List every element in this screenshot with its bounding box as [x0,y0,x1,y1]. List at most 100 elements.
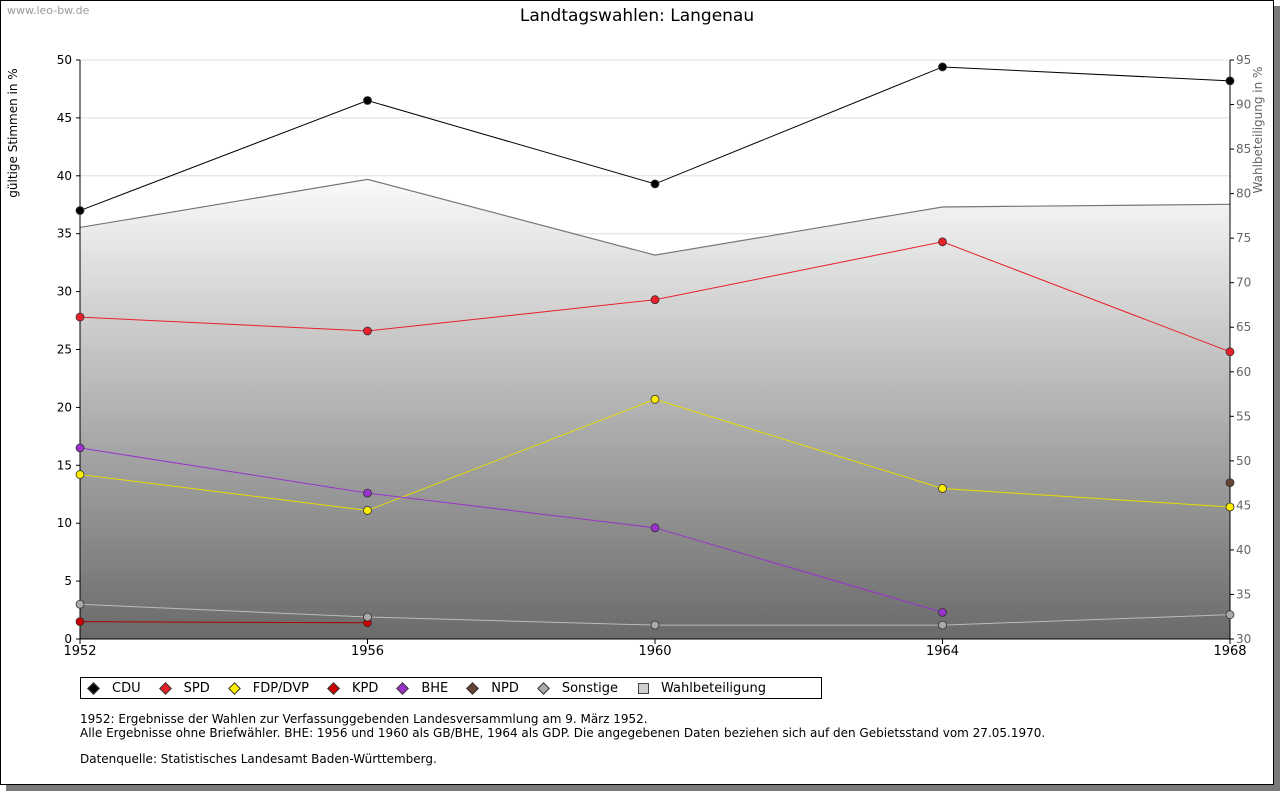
frame-shadow-right [1274,6,1280,791]
y-tick-label: 25 [57,343,72,357]
legend: CDU SPD FDP/DVP KPD BHE NPD Sonstige Wahlbeteil… [80,677,822,699]
x-tick-label: 1952 [63,644,96,659]
footnotes: 1952: Ergebnisse der Wahlen zur Verfassu… [80,712,1045,766]
y2-tick-label: 85 [1236,142,1251,156]
point-sonstige [363,612,372,622]
point-spd [75,312,85,322]
legend-item-bhe: BHE [396,680,449,696]
data-source: Datenquelle: Statistisches Landesamt Bad… [80,752,437,766]
point-cdu [938,62,947,72]
y2-axis-label: Wahlbeteiligung in % [1251,67,1265,194]
point-fdp-dvp [650,394,660,404]
y-tick-label: 0 [64,632,72,646]
y-axis-label: gültige Stimmen in % [6,68,20,197]
point-spd [363,326,372,336]
series [75,62,1235,630]
series-line-cdu [79,66,1231,212]
point-bhe [938,607,947,617]
legend-marker-kpd [327,681,340,695]
y2-tick-label: 60 [1236,365,1251,379]
y-tick-label: 15 [57,458,72,472]
chart-title: Landtagswahlen: Langenau [520,6,754,26]
legend-marker-sonstige [536,681,550,695]
point-cdu [650,179,660,189]
y2-tick-label: 35 [1236,587,1251,601]
y2-tick-label: 50 [1236,454,1251,468]
legend-item-sonstige: Sonstige [536,680,619,696]
legend-item-kpd: KPD [327,680,379,696]
series-line-bhe [79,447,943,613]
series-line-kpd [79,621,368,624]
legend-item-fdp-dvp: FDP/DVP [227,680,309,696]
y-tick-label: 10 [57,516,72,530]
y2-tick-label: 55 [1236,409,1251,423]
legend-marker-fdp-dvp [227,681,241,695]
legend-label-cdu: CDU [112,680,141,696]
legend-label-spd: SPD [183,680,210,696]
y-tick-label: 40 [57,169,72,183]
point-spd [1225,347,1235,357]
legend-label-kpd: KPD [351,680,379,696]
legend-item-spd: SPD [158,680,210,696]
point-bhe [363,488,372,498]
y-tick-label: 35 [57,227,72,241]
point-npd [1225,478,1235,488]
point-fdp-dvp [75,470,85,479]
point-cdu [363,96,372,105]
turnout-area [79,178,1231,639]
y2-tick-label: 40 [1236,543,1251,557]
point-fdp-dvp [938,484,947,493]
y2-tick-label: 95 [1236,53,1251,67]
point-spd [938,237,947,247]
point-sonstige [1225,610,1235,620]
point-spd [650,295,660,305]
legend-item-wahlbeteiligung: Wahlbeteiligung [638,681,766,696]
x-tick-label: 1968 [1213,644,1246,659]
footnote-general: Alle Ergebnisse ohne Briefwähler. BHE: 1… [80,726,1046,740]
legend-marker-npd [466,681,480,695]
legend-marker-bhe [396,681,410,695]
y2-tick-label: 70 [1236,276,1251,290]
legend-marker-wahlbeteiligung [638,682,650,694]
frame-shadow-bottom [6,785,1280,791]
turnout-line [79,178,1231,256]
point-cdu [1225,76,1235,86]
legend-label-npd: NPD [491,680,519,696]
legend-label-bhe: BHE [421,680,449,696]
legend-label-wahlbeteiligung: Wahlbeteiligung [661,680,767,696]
legend-item-cdu: CDU [87,680,141,696]
point-cdu [75,206,85,215]
point-sonstige [650,620,660,630]
point-fdp-dvp [1225,502,1235,512]
legend-label-sonstige: Sonstige [561,680,619,696]
y-tick-label: 20 [57,400,72,414]
axes: 0 5 10 15 20 25 30 35 40 45 50 30 35 40 45 50 55 60 65 70 75… [57,53,1252,659]
y2-tick-label: 45 [1236,498,1251,512]
watermark: www.leo-bw.de [7,4,90,17]
point-bhe [75,443,85,453]
legend-marker-spd [158,681,172,695]
y2-tick-label: 65 [1236,320,1251,334]
legend-item-npd: NPD [466,680,519,696]
y-tick-label: 5 [64,574,72,588]
point-sonstige [938,620,947,630]
x-tick-label: 1964 [926,644,959,659]
footnote-1952: 1952: Ergebnisse der Wahlen zur Verfassu… [80,712,648,726]
turnout-area-fill [80,179,1230,639]
y-tick-label: 50 [57,53,72,67]
point-kpd [75,617,85,627]
point-fdp-dvp [363,506,372,515]
point-bhe [650,523,660,533]
x-tick-label: 1956 [351,644,384,659]
x-tick-label: 1960 [638,644,671,659]
y2-tick-label: 75 [1236,231,1251,245]
y2-tick-label: 80 [1236,187,1251,201]
y2-tick-label: 30 [1236,632,1251,646]
point-sonstige [75,599,85,609]
y2-tick-label: 90 [1236,98,1251,112]
y-tick-label: 30 [57,285,72,299]
y-tick-label: 45 [57,111,72,125]
legend-label-fdp-dvp: FDP/DVP [252,680,309,696]
legend-marker-cdu [87,681,100,695]
